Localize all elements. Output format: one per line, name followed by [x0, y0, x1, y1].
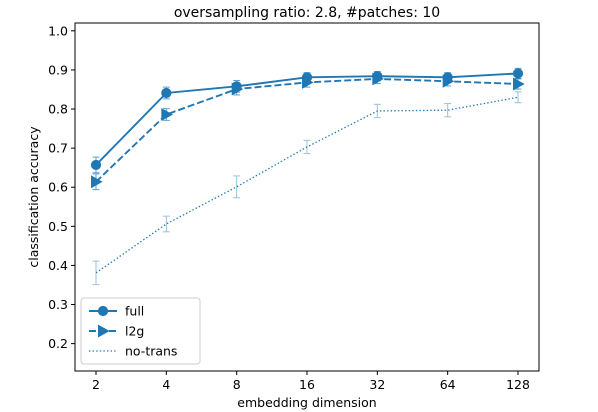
error-bar	[162, 215, 170, 233]
legend-item: no-trans	[89, 344, 177, 359]
y-tick-label: 1.0	[48, 23, 68, 38]
error-bar	[444, 103, 452, 118]
data-point	[161, 108, 173, 121]
y-tick-label: 0.2	[48, 336, 68, 351]
data-point	[91, 175, 103, 189]
y-tick-label: 0.5	[48, 219, 68, 234]
y-tick-label: 0.4	[48, 258, 68, 273]
data-point	[90, 159, 102, 171]
y-tick-label: 0.7	[48, 141, 68, 156]
x-tick-label: 32	[369, 377, 385, 392]
error-bar	[233, 175, 241, 199]
y-tick-label: 0.8	[48, 102, 68, 117]
x-tick-label: 2	[92, 377, 100, 392]
y-tick-label: 0.3	[48, 297, 68, 312]
chart-title: oversampling ratio: 2.8, #patches: 10	[174, 5, 440, 21]
series-line	[95, 77, 519, 183]
data-point	[512, 68, 524, 79]
x-tick-label: 16	[299, 377, 315, 392]
x-axis-label: embedding dimension	[237, 395, 376, 410]
data-point	[161, 87, 172, 99]
data-point	[372, 72, 384, 86]
legend-label: no-trans	[125, 344, 177, 359]
legend-item: l2g	[89, 324, 144, 339]
y-tick-label: 0.6	[48, 180, 68, 195]
x-axis: 2 4 8 16 32 64 128	[92, 371, 530, 392]
series-line	[95, 96, 519, 274]
series-layer	[90, 67, 525, 286]
data-point	[513, 77, 525, 91]
data-point	[302, 75, 314, 89]
error-bar	[514, 91, 522, 104]
y-axis-label: classification accuracy	[26, 126, 41, 268]
series-l2g	[91, 72, 525, 191]
legend-label: l2g	[125, 324, 144, 339]
error-bar	[92, 260, 100, 286]
x-tick-label: 64	[440, 377, 456, 392]
x-tick-label: 8	[233, 377, 241, 392]
y-axis: 0.2 0.3 0.4 0.5 0.6 0.7 0.8 0.9 1.0	[48, 23, 75, 351]
y-tick-label: 0.9	[48, 62, 68, 77]
legend: full l2g no-trans	[80, 297, 201, 365]
legend-box	[80, 297, 201, 365]
legend-marker	[97, 305, 109, 317]
legend-item: full	[89, 304, 144, 319]
legend-marker	[98, 324, 110, 338]
x-tick-label: 128	[506, 377, 530, 392]
data-point	[231, 82, 244, 96]
data-point	[442, 74, 455, 88]
series-no-trans	[92, 91, 522, 286]
legend-label: full	[125, 304, 144, 319]
x-tick-label: 4	[162, 377, 170, 392]
